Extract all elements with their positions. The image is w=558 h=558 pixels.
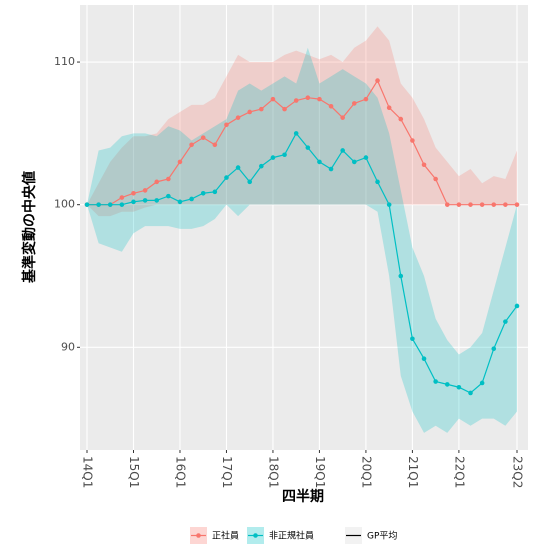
point	[166, 193, 171, 199]
x-tick-label: 19Q1	[313, 456, 327, 488]
point	[479, 202, 485, 207]
point	[142, 198, 148, 203]
point	[177, 199, 183, 205]
point	[328, 103, 334, 109]
point	[317, 159, 322, 165]
x-tick-label: 18Q1	[266, 456, 280, 488]
point	[224, 122, 229, 128]
point	[491, 202, 497, 207]
point	[119, 195, 125, 200]
point	[259, 106, 264, 112]
point	[468, 390, 473, 396]
point	[154, 179, 160, 185]
point	[503, 319, 508, 324]
point	[514, 303, 520, 309]
point	[235, 115, 241, 120]
point	[444, 202, 450, 207]
point	[247, 179, 253, 185]
point	[293, 98, 299, 103]
point	[375, 179, 380, 185]
point	[421, 162, 427, 168]
point	[177, 159, 183, 165]
point	[212, 142, 218, 148]
point	[340, 115, 345, 120]
x-tick-label: 17Q1	[220, 456, 234, 488]
point	[433, 176, 438, 182]
point	[305, 145, 311, 150]
y-tick-label: 100	[54, 198, 75, 211]
ribbon	[87, 47, 517, 433]
point	[328, 166, 334, 172]
legend-label: 正社員	[212, 530, 239, 542]
point	[270, 155, 276, 160]
point	[107, 202, 113, 207]
point	[503, 202, 508, 207]
point	[189, 142, 194, 148]
x-tick-label: 22Q1	[452, 456, 466, 488]
point	[456, 202, 462, 207]
point	[410, 138, 415, 143]
point	[131, 199, 136, 205]
panel	[80, 5, 528, 450]
point	[119, 202, 125, 207]
point	[282, 106, 287, 112]
point	[351, 101, 357, 106]
x-tick-label: 23Q2	[511, 456, 525, 488]
point	[154, 198, 160, 203]
point	[456, 384, 462, 390]
legend-point	[253, 533, 258, 538]
point	[363, 155, 369, 160]
point	[363, 96, 369, 102]
point	[212, 189, 218, 195]
point	[398, 273, 404, 279]
point	[166, 176, 171, 182]
x-tick-label: 21Q1	[406, 456, 420, 488]
point	[386, 105, 392, 110]
point	[386, 202, 392, 207]
x-axis-title: 四半期	[282, 488, 324, 505]
point	[247, 109, 253, 115]
ribbon	[87, 26, 517, 217]
point	[200, 135, 206, 140]
x-tick-label: 14Q1	[81, 456, 95, 488]
point	[224, 175, 229, 180]
point	[282, 152, 287, 158]
point	[351, 159, 357, 165]
point	[398, 116, 404, 122]
point	[189, 196, 194, 202]
point	[491, 346, 497, 352]
legend-label: 非正規社員	[269, 530, 314, 542]
point	[375, 78, 380, 83]
y-tick-label: 90	[61, 340, 75, 353]
point	[96, 202, 101, 207]
point	[200, 190, 206, 196]
point	[293, 131, 299, 136]
point	[131, 190, 136, 196]
point	[305, 95, 311, 101]
point	[259, 163, 264, 169]
point	[479, 380, 485, 386]
point	[340, 148, 345, 153]
point	[142, 188, 148, 193]
legend-label: GP平均	[367, 530, 397, 542]
point	[444, 382, 450, 387]
legend-point	[196, 533, 201, 538]
point	[270, 96, 276, 102]
point	[514, 202, 520, 207]
point	[433, 379, 438, 384]
point	[468, 202, 473, 207]
y-axis-title: 基準変動の中央値	[21, 171, 38, 283]
x-tick-label: 20Q1	[359, 456, 373, 488]
x-tick-label: 16Q1	[173, 456, 187, 488]
point	[84, 202, 90, 207]
point	[317, 96, 322, 102]
point	[410, 336, 415, 342]
point	[421, 356, 427, 362]
point	[235, 165, 241, 170]
y-tick-label: 110	[54, 55, 75, 68]
x-tick-label: 15Q1	[127, 456, 141, 488]
